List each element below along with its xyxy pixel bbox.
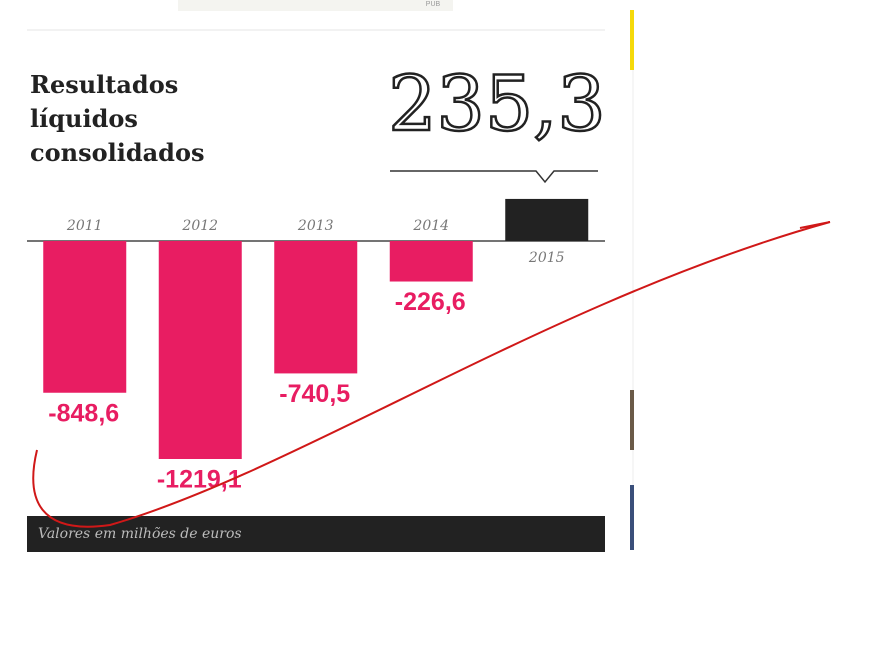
value-label: -1219,1: [157, 466, 242, 494]
ad-box: [178, 0, 453, 11]
year-label: 2015: [528, 250, 565, 266]
year-label: 2014: [412, 218, 449, 234]
value-label: -226,6: [395, 288, 466, 316]
value-label: -848,6: [48, 399, 119, 427]
side-image: [630, 390, 634, 450]
year-label: 2013: [297, 218, 334, 234]
ad-label: PUB: [426, 1, 441, 8]
year-label: 2011: [66, 218, 103, 234]
bar: [505, 198, 589, 241]
value-label: -740,5: [279, 380, 350, 408]
value-label-big: 235,3: [388, 59, 606, 148]
side-stripe: [630, 10, 634, 70]
side-image: [630, 485, 634, 550]
bar: [158, 241, 242, 459]
year-label: 2012: [181, 218, 218, 234]
bar: [274, 241, 358, 374]
chart-title: Resultados líquidos consolidados: [30, 70, 205, 167]
callout-line: [390, 170, 598, 184]
bar: [389, 241, 473, 282]
note: Valores em milhões de euros: [38, 526, 242, 542]
hand-drawn-arrow: [32, 221, 831, 528]
bar: [43, 241, 127, 393]
